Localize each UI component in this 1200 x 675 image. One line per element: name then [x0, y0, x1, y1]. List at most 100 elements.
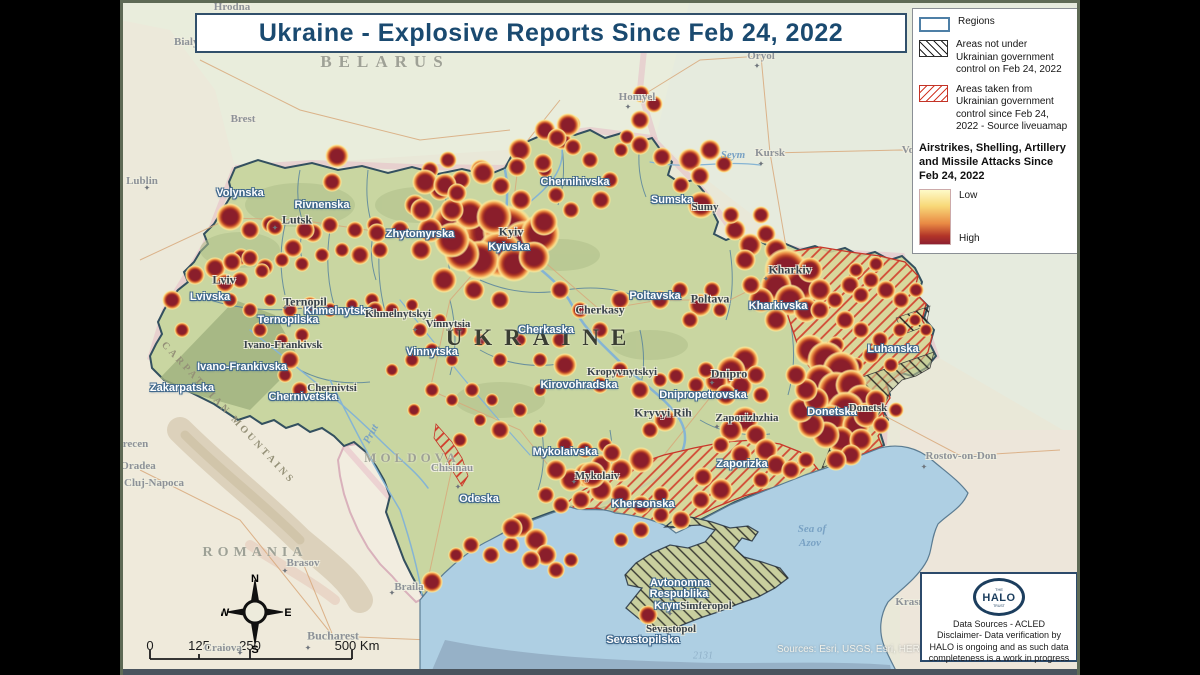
- heat-spot: [667, 367, 685, 385]
- heat-spot: [872, 416, 890, 434]
- heat-spot: [848, 262, 864, 278]
- heat-spot: [473, 413, 487, 427]
- heat-spot: [452, 432, 468, 448]
- heat-spot: [231, 271, 249, 289]
- heat-spot: [174, 322, 190, 338]
- heat-spot: [533, 383, 547, 397]
- heat-spot: [552, 496, 570, 514]
- heat-spot: [473, 333, 487, 347]
- legend-item-taken: Areas taken from Ukrainian government co…: [919, 84, 1071, 134]
- heat-spot: [610, 290, 630, 310]
- heat-spot: [591, 321, 609, 339]
- heat-spot: [510, 189, 532, 211]
- heat-spot: [240, 220, 260, 240]
- heat-spot: [464, 382, 480, 398]
- heat-spot: [691, 490, 711, 510]
- heat-spot: [852, 286, 870, 304]
- compass-w: W: [221, 607, 230, 619]
- heat-spot: [367, 223, 387, 243]
- scale-label: 125: [188, 638, 210, 653]
- heat-spot: [490, 290, 510, 310]
- heat-spot: [908, 313, 922, 327]
- heat-spot: [424, 382, 440, 398]
- heat-spot: [697, 361, 715, 379]
- heat-spot: [452, 322, 468, 338]
- heat-spot: [671, 510, 691, 530]
- heat-spot: [571, 301, 589, 319]
- heat-spot: [410, 198, 434, 222]
- regions-label: Regions: [958, 16, 995, 27]
- heat-spot: [345, 298, 359, 312]
- heat-spot: [371, 241, 389, 259]
- heat-spot: [797, 257, 823, 283]
- deep-water: [430, 640, 892, 675]
- heat-spot: [545, 459, 567, 481]
- heat-spot: [417, 217, 443, 243]
- halo-logo-trust: TRUST: [993, 603, 1005, 608]
- crimea: [624, 514, 789, 634]
- heat-spot: [185, 265, 205, 285]
- heat-spot: [752, 386, 770, 404]
- heat-spot: [671, 281, 689, 299]
- heat-spot: [632, 85, 650, 103]
- heat-spot: [439, 151, 457, 169]
- taken-label: Areas taken from Ukrainian government co…: [956, 83, 1068, 133]
- heat-spot: [825, 449, 847, 471]
- heat-spot: [521, 550, 541, 570]
- heat-spot: [274, 252, 290, 268]
- heat-spot: [547, 561, 565, 579]
- heat-spot: [810, 300, 830, 320]
- heat-spot: [652, 147, 672, 167]
- heat-spot: [412, 169, 438, 195]
- heat-spot: [294, 327, 310, 343]
- scale-label: 0: [146, 638, 154, 653]
- legend: Regions Areas not under Ukrainian govern…: [912, 8, 1078, 255]
- heat-spot: [883, 357, 899, 373]
- heat-spot: [641, 421, 659, 439]
- heat-spot: [448, 547, 464, 563]
- heat-spot: [797, 451, 815, 469]
- heat-spot: [703, 281, 721, 299]
- heat-spot: [550, 280, 570, 300]
- heat-spot: [222, 252, 242, 272]
- heat-spot: [366, 301, 384, 319]
- info-box: THE HALO TRUST Data Sources - ACLED Disc…: [920, 572, 1078, 663]
- low-label: Low: [959, 190, 978, 202]
- heat-spot: [628, 447, 654, 473]
- heat-spot: [252, 322, 268, 338]
- scale-label: 500 Km: [334, 638, 380, 653]
- heat-spot: [645, 95, 663, 113]
- compass-n: N: [251, 574, 259, 585]
- heat-spot: [346, 221, 364, 239]
- map-title-bar: Ukraine - Explosive Reports Since Feb 24…: [195, 13, 907, 53]
- heat-spot: [404, 352, 420, 368]
- heat-spot: [734, 249, 756, 271]
- heat-spot: [537, 486, 555, 504]
- heat-spot: [715, 384, 737, 406]
- heat-spot: [266, 218, 284, 236]
- heat-spot: [808, 278, 832, 302]
- heat-spot: [892, 291, 910, 309]
- heat-spot: [919, 323, 933, 337]
- heat-spot: [301, 296, 319, 314]
- heat-spot: [440, 198, 464, 222]
- heat-spot: [690, 166, 710, 186]
- heat-spot: [688, 293, 712, 317]
- heat-spot: [756, 224, 776, 244]
- heat-spot: [613, 142, 629, 158]
- legend-item-regions: Regions: [919, 16, 1071, 32]
- heat-spot: [862, 346, 880, 364]
- heat-spot: [719, 418, 743, 442]
- attribution-text: Sources: Esri, USGS, Esri, HERE, Gar: [777, 644, 949, 655]
- heat-spot: [275, 333, 289, 347]
- heat-spot: [412, 322, 428, 338]
- legend-item-not-under-control: Areas not under Ukrainian government con…: [919, 39, 1071, 77]
- heat-spot: [871, 331, 889, 349]
- heat-spot: [652, 372, 668, 388]
- heat-spot: [687, 376, 705, 394]
- heat-spot: [865, 389, 887, 411]
- heat-spot: [852, 321, 870, 339]
- heat-spot: [254, 263, 270, 279]
- heat-spot: [476, 199, 512, 235]
- heat-spot: [892, 322, 908, 338]
